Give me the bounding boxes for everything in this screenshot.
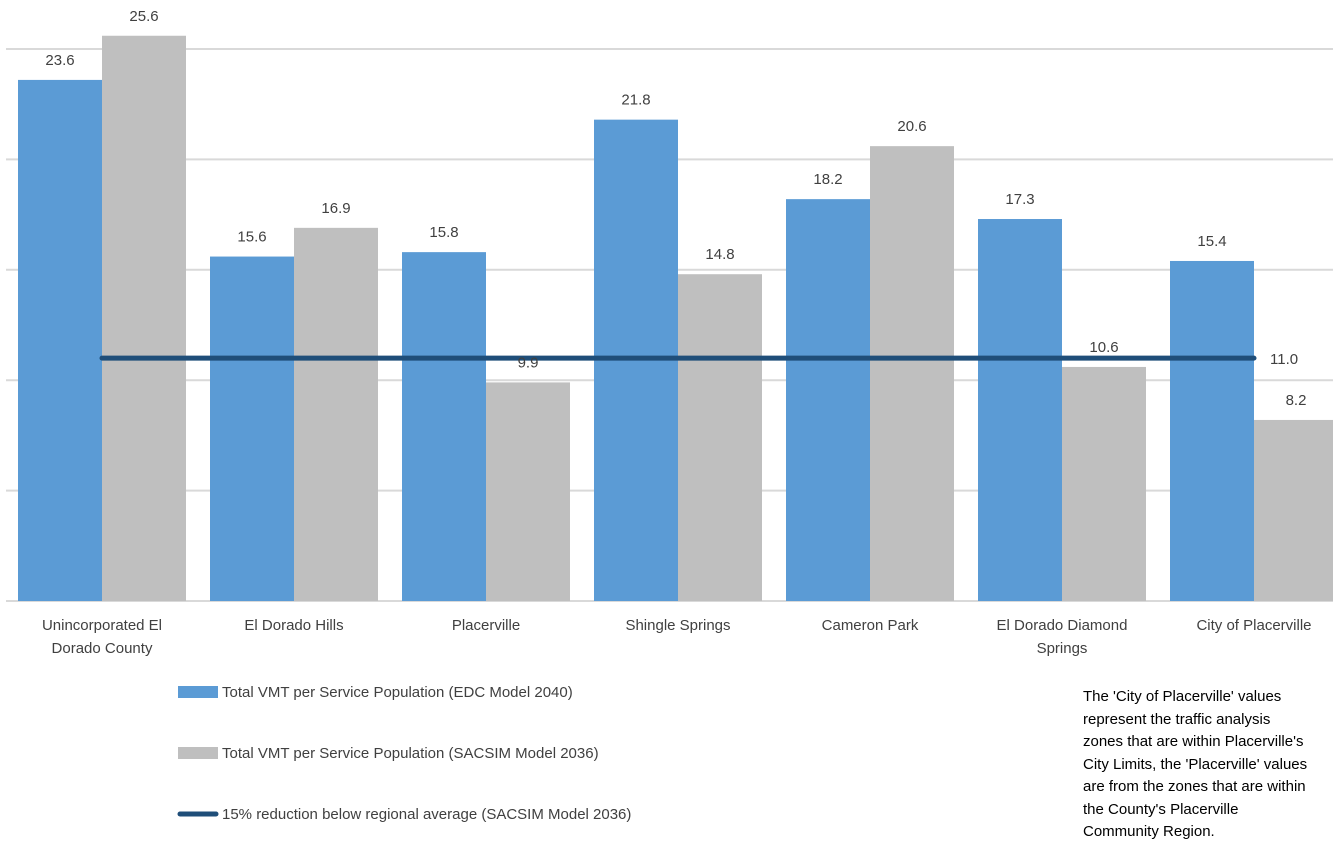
category-label: Shingle Springs (625, 617, 730, 634)
bar-edc-2040 (210, 256, 294, 601)
category-label: City of Placerville (1196, 617, 1311, 634)
footnote: The 'City of Placerville' values represe… (1083, 688, 1308, 840)
bar-sacsim-2036 (102, 35, 186, 601)
category-label: Cameron Park (822, 617, 919, 634)
data-label: 17.3 (1005, 191, 1034, 208)
threshold-line-group: 11.0 (99, 351, 1298, 368)
bar-sacsim-2036 (678, 274, 762, 601)
bar-sacsim-2036 (294, 227, 378, 601)
legend-label: 15% reduction below regional average (SA… (222, 806, 631, 823)
bar-edc-2040 (978, 219, 1062, 602)
legend: Total VMT per Service Population (EDC Mo… (177, 684, 631, 823)
category-label: El Dorado Diamond Springs (997, 617, 1128, 657)
data-label: 25.6 (129, 8, 158, 25)
bar-sacsim-2036 (486, 382, 570, 601)
data-label: 18.2 (813, 171, 842, 188)
bar-edc-2040 (402, 252, 486, 602)
bar-edc-2040 (18, 79, 102, 602)
data-label: 14.8 (705, 246, 734, 263)
data-label: 8.2 (1286, 392, 1307, 409)
data-label: 10.6 (1089, 339, 1118, 356)
legend-label: Total VMT per Service Population (SACSIM… (222, 745, 599, 762)
legend-swatch (178, 747, 218, 759)
data-label: 15.4 (1197, 233, 1226, 250)
data-label: 16.9 (321, 200, 350, 217)
data-label: 9.9 (518, 354, 539, 371)
bar-edc-2040 (1170, 260, 1254, 601)
threshold-label: 11.0 (1270, 351, 1298, 368)
bars (18, 35, 1333, 602)
legend-swatch (178, 686, 218, 698)
category-label: El Dorado Hills (244, 617, 343, 634)
bar-sacsim-2036 (1254, 419, 1333, 601)
legend-label: Total VMT per Service Population (EDC Mo… (222, 684, 573, 701)
data-label: 23.6 (45, 52, 74, 69)
data-labels: 23.6 25.6 15.6 16.9 15.8 9.9 21.8 14.8 18.2 20.6 1… (45, 8, 1306, 409)
data-label: 15.8 (429, 224, 458, 241)
bar-edc-2040 (786, 199, 870, 602)
bar-sacsim-2036 (1062, 366, 1146, 601)
data-label: 21.8 (621, 92, 650, 109)
data-label: 15.6 (237, 229, 266, 246)
data-label: 20.6 (897, 118, 926, 135)
bar-sacsim-2036 (870, 146, 954, 602)
category-labels: Unincorporated El Dorado County El Dorado … (42, 617, 1312, 657)
category-label: Placerville (452, 617, 520, 634)
category-label: Unincorporated El Dorado County (42, 617, 162, 657)
